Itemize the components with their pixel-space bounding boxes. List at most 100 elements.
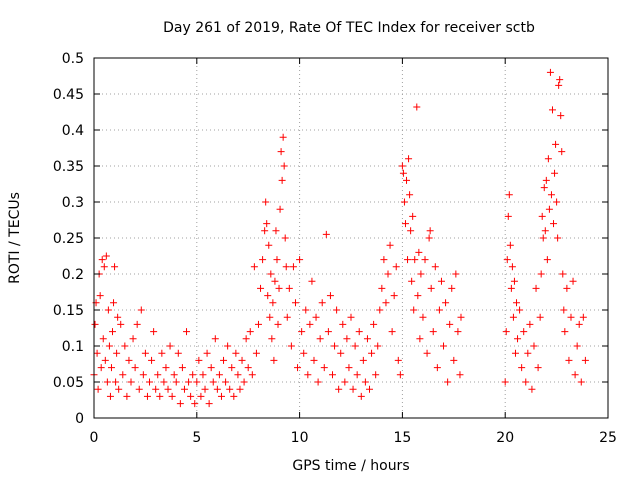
data-point — [351, 342, 359, 350]
data-point — [269, 299, 277, 307]
data-point — [298, 328, 306, 336]
data-point — [409, 212, 417, 220]
data-point — [228, 364, 236, 372]
data-point — [341, 378, 349, 386]
data-point — [300, 349, 308, 357]
data-point — [539, 234, 547, 242]
data-point — [546, 68, 554, 76]
data-point — [388, 328, 396, 336]
data-point — [320, 364, 328, 372]
data-point — [547, 191, 555, 199]
data-point — [410, 306, 418, 314]
data-point — [507, 284, 515, 292]
data-point — [573, 342, 581, 350]
data-point — [180, 385, 188, 393]
data-point — [429, 328, 437, 336]
data-point — [513, 299, 521, 307]
data-point — [112, 378, 120, 386]
data-point — [551, 169, 559, 177]
data-point — [408, 277, 416, 285]
grid-lines — [94, 58, 608, 418]
data-point — [558, 148, 566, 156]
data-point — [287, 342, 295, 350]
data-point — [435, 306, 443, 314]
data-point — [335, 385, 343, 393]
data-point — [143, 392, 151, 400]
data-point — [316, 335, 324, 343]
data-point — [135, 385, 143, 393]
data-point — [446, 320, 454, 328]
data-point — [189, 371, 197, 379]
data-point — [254, 320, 262, 328]
data-point — [209, 378, 217, 386]
data-point — [401, 220, 409, 228]
data-point — [331, 342, 339, 350]
data-point — [215, 371, 223, 379]
data-point — [296, 256, 304, 264]
data-point — [274, 320, 282, 328]
data-point — [563, 284, 571, 292]
data-point — [302, 306, 310, 314]
data-point — [110, 299, 118, 307]
data-point — [567, 313, 575, 321]
data-point — [93, 349, 101, 357]
y-tick-label: 0.25 — [53, 231, 84, 247]
data-point — [272, 227, 280, 235]
data-point — [524, 349, 532, 357]
data-point — [347, 313, 355, 321]
data-point — [170, 371, 178, 379]
data-point — [448, 284, 456, 292]
data-point — [129, 335, 137, 343]
data-point — [213, 385, 221, 393]
data-point — [101, 356, 109, 364]
data-point — [404, 256, 412, 264]
data-point — [257, 284, 265, 292]
data-point — [281, 234, 289, 242]
x-tick-label: 20 — [496, 430, 514, 446]
data-point — [162, 364, 170, 372]
data-point — [541, 227, 549, 235]
data-point — [414, 292, 422, 300]
data-point — [577, 378, 585, 386]
y-axis-title: ROTI / TECUs — [7, 192, 23, 284]
y-tick-label: 0.1 — [62, 339, 84, 355]
data-point — [91, 320, 99, 328]
data-point — [148, 356, 156, 364]
data-point — [97, 364, 105, 372]
data-point — [261, 227, 269, 235]
data-point — [532, 284, 540, 292]
data-point — [538, 212, 546, 220]
data-point — [516, 306, 524, 314]
data-point — [220, 356, 228, 364]
data-point — [308, 277, 316, 285]
data-point — [396, 371, 404, 379]
data-point — [530, 342, 538, 350]
data-point — [139, 371, 147, 379]
data-point — [113, 349, 121, 357]
data-point — [571, 371, 579, 379]
y-tick-label: 0.45 — [53, 87, 84, 103]
data-point — [554, 234, 562, 242]
data-point — [268, 335, 276, 343]
data-point — [540, 184, 548, 192]
y-tick-label: 0.15 — [53, 303, 84, 319]
data-point — [172, 378, 180, 386]
data-point — [104, 306, 112, 314]
data-point — [262, 198, 270, 206]
data-point — [160, 378, 168, 386]
data-point — [400, 198, 408, 206]
data-point — [278, 176, 286, 184]
data-point — [559, 270, 567, 278]
data-point — [553, 198, 561, 206]
data-point — [555, 81, 563, 89]
y-tick-label: 0.2 — [62, 267, 84, 283]
data-point — [270, 356, 278, 364]
data-point — [178, 364, 186, 372]
data-point — [370, 320, 378, 328]
data-point — [156, 392, 164, 400]
data-point — [552, 140, 560, 148]
data-point — [433, 364, 441, 372]
data-point — [366, 385, 374, 393]
data-point — [442, 299, 450, 307]
data-point — [98, 256, 106, 264]
